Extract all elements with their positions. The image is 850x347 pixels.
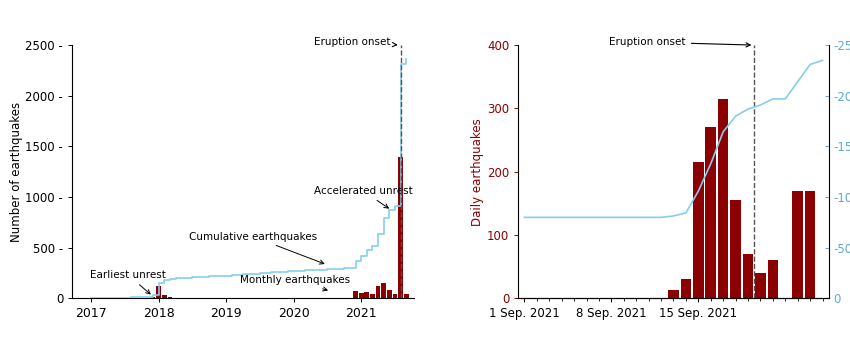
Bar — [668, 289, 679, 298]
Bar — [393, 294, 397, 298]
Bar — [805, 191, 815, 298]
Text: Cumulative earthquakes: Cumulative earthquakes — [189, 232, 324, 264]
Bar — [730, 200, 741, 298]
Text: Eruption onset: Eruption onset — [609, 37, 751, 47]
Text: Earliest unrest: Earliest unrest — [90, 270, 167, 294]
Bar — [404, 294, 409, 298]
Bar — [693, 162, 704, 298]
Text: Accelerated unrest: Accelerated unrest — [314, 186, 413, 208]
Bar — [768, 260, 778, 298]
Bar — [706, 127, 716, 298]
Bar — [387, 290, 392, 298]
Bar — [162, 295, 167, 298]
Bar — [792, 191, 803, 298]
Bar — [743, 254, 753, 298]
Bar — [681, 279, 691, 298]
Bar — [365, 292, 369, 298]
Text: Monthly earthquakes: Monthly earthquakes — [240, 275, 350, 291]
Text: Eruption onset: Eruption onset — [314, 37, 397, 47]
Bar — [354, 291, 358, 298]
Bar — [376, 286, 381, 298]
Bar — [718, 99, 728, 298]
Y-axis label: Daily earthquakes: Daily earthquakes — [471, 118, 484, 226]
Bar — [370, 294, 375, 298]
Bar — [150, 297, 156, 298]
Bar — [755, 273, 766, 298]
Bar — [359, 293, 364, 298]
Bar — [156, 286, 161, 298]
Y-axis label: Number of earthquakes: Number of earthquakes — [9, 102, 23, 242]
Bar — [382, 283, 386, 298]
Bar — [398, 156, 403, 298]
Bar — [167, 297, 173, 298]
